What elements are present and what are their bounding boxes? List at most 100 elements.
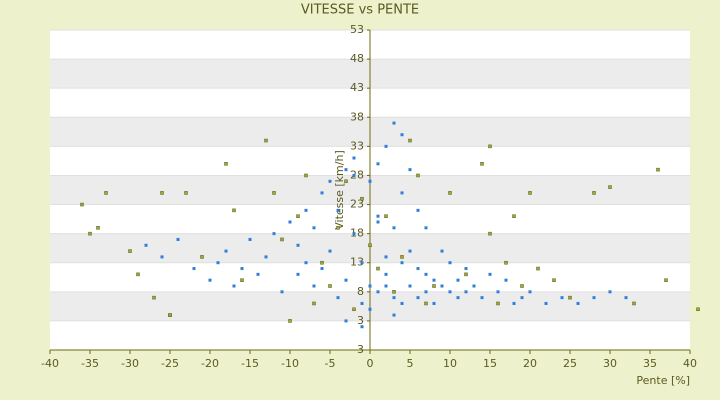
x-tick-label: 15 [483,357,497,370]
x-tick-label: -35 [81,357,99,370]
x-tick-label: -25 [161,357,179,370]
point [384,255,388,259]
x-tick-label: -30 [121,357,139,370]
point [416,208,420,212]
y-tick-label: 28 [350,168,364,181]
x-tick-label: 10 [443,357,457,370]
point [344,168,348,172]
x-axis-title: Pente [%] [636,374,690,387]
point [392,313,396,317]
point [248,237,252,241]
point [448,261,452,265]
point [312,301,316,306]
point [280,237,284,242]
point [416,296,420,300]
point [512,301,516,305]
point [288,220,292,224]
point [400,255,404,259]
point [368,179,372,183]
point [296,272,300,276]
point [176,237,180,241]
x-tick-label: -20 [201,357,219,370]
x-tick-label: 20 [523,357,537,370]
point [240,278,244,282]
x-tick-label: 40 [683,357,697,370]
point [376,290,380,294]
point [360,196,364,201]
y-tick-label: 53 [350,23,364,36]
point [552,278,556,282]
point [272,232,276,236]
point [408,249,412,253]
point [392,296,396,300]
point [608,185,612,189]
point [536,266,540,271]
point [320,191,324,195]
point [592,296,596,300]
point [376,220,380,224]
point [344,319,348,323]
point [336,226,340,230]
point [504,260,508,265]
point [160,255,164,259]
point [224,162,228,166]
point [368,307,372,311]
point [368,243,372,248]
point [432,301,436,305]
point [312,284,316,288]
point [264,138,268,143]
point [424,272,428,276]
point [416,267,420,271]
point [328,284,332,288]
point [168,313,172,317]
point [408,138,412,143]
point [480,162,484,166]
point [304,208,308,212]
point [624,296,628,300]
point [424,301,428,306]
point [256,272,260,276]
point [408,168,412,172]
y-tick-label: 48 [350,52,364,65]
point [296,243,300,247]
point [424,226,428,230]
point [376,214,380,218]
point [400,191,404,195]
point [208,278,212,282]
point [576,301,580,305]
point [216,261,220,265]
point [376,266,380,271]
point [192,267,196,271]
y-tick-label: 18 [350,227,364,240]
point [456,278,460,282]
x-tick-label: -40 [41,357,59,370]
y-tick-label: 8 [357,285,364,298]
point [528,290,532,294]
point [384,144,388,148]
point [312,226,316,230]
point [352,173,356,177]
point [360,261,364,265]
point [232,208,236,213]
point [304,261,308,265]
y-tick-label: 33 [350,139,364,152]
point [160,191,164,195]
point [440,284,444,288]
point [272,191,276,195]
x-tick-label: 35 [643,357,657,370]
point [544,301,548,305]
point [632,301,636,306]
point [608,290,612,294]
point [400,301,404,305]
point [384,214,388,218]
point [520,296,524,300]
point [128,249,132,253]
point [464,290,468,294]
x-tick-label: 0 [367,357,374,370]
point [424,290,428,294]
point [184,191,188,195]
x-tick-label: 30 [603,357,617,370]
y-tick-label: 3 [357,314,364,327]
point [456,296,460,300]
